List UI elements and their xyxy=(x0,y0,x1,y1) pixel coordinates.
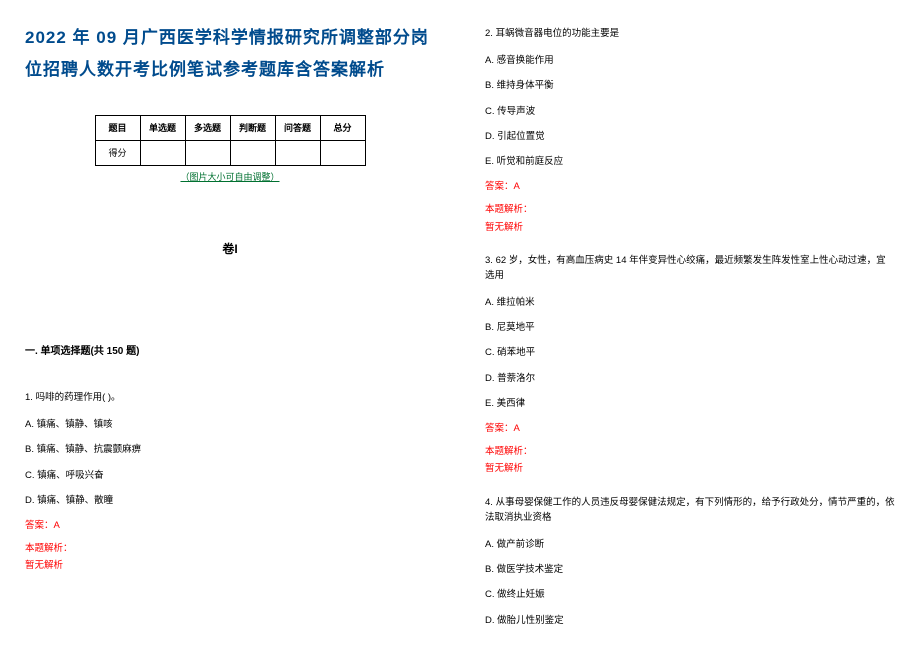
question-block: 2. 耳蜗微音器电位的功能主要是 A. 感音换能作用 B. 维持身体平衡 C. … xyxy=(485,26,895,235)
option: C. 做终止妊娠 xyxy=(485,587,895,602)
option: B. 做医学技术鉴定 xyxy=(485,562,895,577)
question-block: 3. 62 岁，女性，有高血压病史 14 年伴变异性心绞痛，最近频繁发生阵发性室… xyxy=(485,253,895,477)
analysis-label: 本题解析： xyxy=(485,202,895,217)
option: C. 硝苯地平 xyxy=(485,345,895,360)
option: A. 做产前诊断 xyxy=(485,537,895,552)
option: C. 传导声波 xyxy=(485,104,895,119)
option: E. 美西律 xyxy=(485,396,895,411)
answer: 答案：A xyxy=(25,518,435,533)
volume-label: 卷I xyxy=(25,240,435,259)
option: D. 引起位置觉 xyxy=(485,129,895,144)
option: B. 尼莫地平 xyxy=(485,320,895,335)
table-cell xyxy=(320,140,365,165)
option: B. 镇痛、镇静、抗震颤麻痹 xyxy=(25,442,435,457)
analysis-content: 暂无解析 xyxy=(25,558,435,573)
analysis-label: 本题解析： xyxy=(485,444,895,459)
question-block: 4. 从事母婴保健工作的人员违反母婴保健法规定，有下列情形的，给予行政处分，情节… xyxy=(485,495,895,628)
analysis-label: 本题解析： xyxy=(25,541,435,556)
question-text: 4. 从事母婴保健工作的人员违反母婴保健法规定，有下列情形的，给予行政处分，情节… xyxy=(485,495,895,525)
main-title: 2022 年 09 月广西医学科学情报研究所调整部分岗位招聘人数开考比例笔试参考… xyxy=(25,22,435,87)
table-cell xyxy=(185,140,230,165)
question-text: 3. 62 岁，女性，有高血压病史 14 年伴变异性心绞痛，最近频繁发生阵发性室… xyxy=(485,253,895,283)
question-text: 1. 吗啡的药理作用( )。 xyxy=(25,390,435,405)
table-caption: （图片大小可自由调整） xyxy=(25,170,435,184)
analysis-content: 暂无解析 xyxy=(485,461,895,476)
section-title: 一. 单项选择题(共 150 题) xyxy=(25,344,435,360)
answer: 答案：A xyxy=(485,421,895,436)
option: A. 镇痛、镇静、镇咳 xyxy=(25,417,435,432)
table-header: 问答题 xyxy=(275,115,320,140)
table-header: 单选题 xyxy=(140,115,185,140)
option: C. 镇痛、呼吸兴奋 xyxy=(25,468,435,483)
question-block: 1. 吗啡的药理作用( )。 A. 镇痛、镇静、镇咳 B. 镇痛、镇静、抗震颤麻… xyxy=(25,390,435,574)
table-cell xyxy=(275,140,320,165)
table-header: 判断题 xyxy=(230,115,275,140)
option: A. 维拉帕米 xyxy=(485,295,895,310)
table-row-label: 得分 xyxy=(95,140,140,165)
option: E. 听觉和前庭反应 xyxy=(485,154,895,169)
analysis-content: 暂无解析 xyxy=(485,220,895,235)
option: D. 普萘洛尔 xyxy=(485,371,895,386)
answer: 答案：A xyxy=(485,179,895,194)
table-cell xyxy=(230,140,275,165)
table-cell xyxy=(140,140,185,165)
table-header: 题目 xyxy=(95,115,140,140)
option: B. 维持身体平衡 xyxy=(485,78,895,93)
option: A. 感音换能作用 xyxy=(485,53,895,68)
option: D. 镇痛、镇静、散瞳 xyxy=(25,493,435,508)
question-text: 2. 耳蜗微音器电位的功能主要是 xyxy=(485,26,895,41)
table-header: 总分 xyxy=(320,115,365,140)
score-table: 题目 单选题 多选题 判断题 问答题 总分 得分 xyxy=(95,115,366,167)
option: D. 做胎儿性别鉴定 xyxy=(485,613,895,628)
table-header: 多选题 xyxy=(185,115,230,140)
